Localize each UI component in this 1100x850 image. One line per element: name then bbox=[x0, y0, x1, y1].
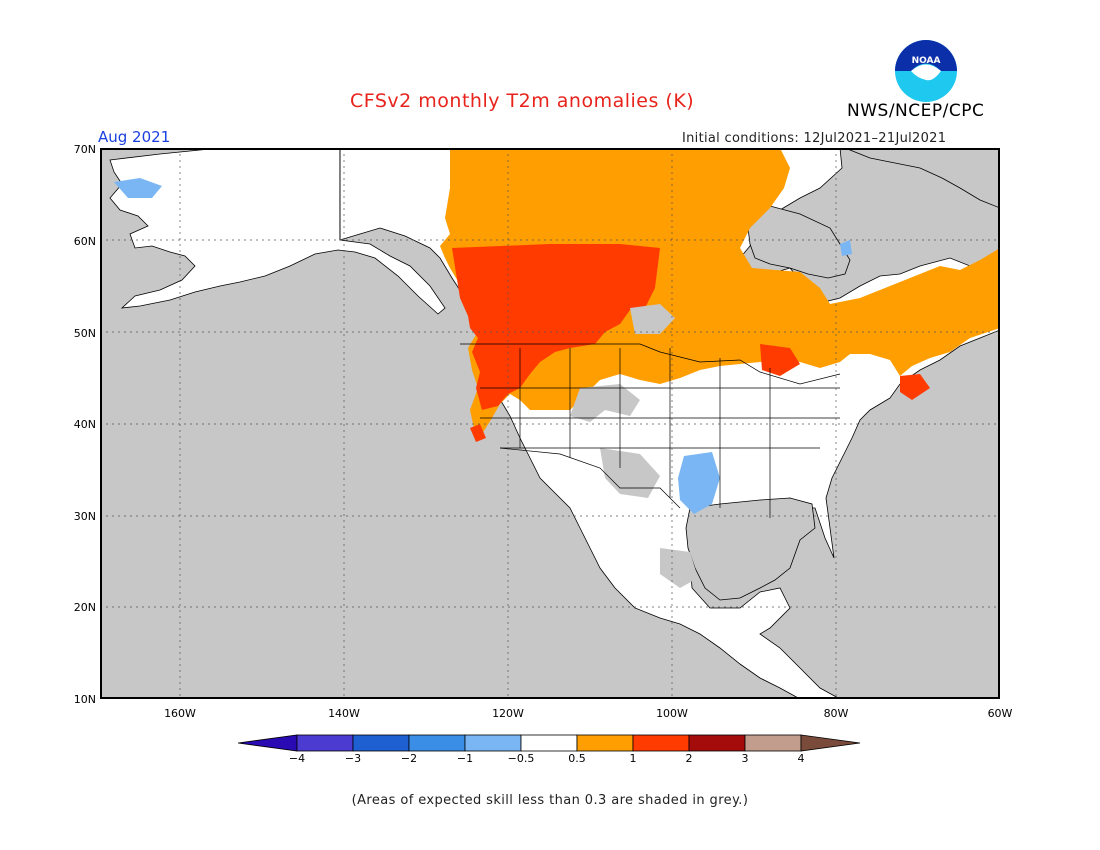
colorbar-label: 1 bbox=[629, 752, 637, 765]
lat-label-60n: 60N bbox=[73, 235, 96, 248]
cool-anomaly-alaska bbox=[114, 178, 162, 198]
noaa-logo: NOAA bbox=[893, 38, 959, 104]
colorbar-label: −0.5 bbox=[507, 752, 535, 765]
grey-skill-ontario bbox=[630, 304, 675, 334]
lat-label-70n: 70N bbox=[73, 143, 96, 156]
warm-anomaly-red-northeast bbox=[900, 374, 930, 400]
colorbar-label: −2 bbox=[400, 752, 418, 765]
colorbar-label: −3 bbox=[344, 752, 362, 765]
political-borders bbox=[339, 148, 841, 518]
forecast-month: Aug 2021 bbox=[98, 128, 171, 146]
lat-label-20n: 20N bbox=[73, 601, 96, 614]
colorbar-arrow-low bbox=[237, 734, 298, 752]
colorbar-segment bbox=[352, 734, 410, 752]
colorbar-label: −4 bbox=[288, 752, 306, 765]
warm-anomaly-orange-canada bbox=[440, 148, 1000, 438]
lon-label-60w: 60W bbox=[987, 707, 1013, 720]
agency-label: NWS/NCEP/CPC bbox=[847, 101, 985, 121]
map-title: CFSv2 monthly T2m anomalies (K) bbox=[350, 90, 695, 112]
colorbar-label: 3 bbox=[741, 752, 749, 765]
anomaly-map-svg bbox=[100, 147, 1001, 700]
lat-label-40n: 40N bbox=[73, 418, 96, 431]
graticule bbox=[100, 148, 1000, 699]
colorbar-segment bbox=[576, 734, 634, 752]
hudson-bay bbox=[739, 205, 851, 279]
grey-skill-southern-mexico bbox=[660, 548, 698, 588]
lon-label-80w: 80W bbox=[823, 707, 849, 720]
lon-label-140w: 140W bbox=[328, 707, 360, 720]
lat-label-10n: 10N bbox=[73, 693, 96, 706]
colorbar-segment bbox=[464, 734, 522, 752]
colorbar-segment bbox=[744, 734, 802, 752]
lat-label-30n: 30N bbox=[73, 510, 96, 523]
lon-label-160w: 160W bbox=[164, 707, 196, 720]
alaska-land bbox=[109, 147, 446, 315]
lat-label-50n: 50N bbox=[73, 327, 96, 340]
grey-skill-southwest bbox=[570, 384, 640, 422]
cool-anomaly-texas bbox=[678, 452, 720, 514]
initial-conditions: Initial conditions: 12Jul2021–21Jul2021 bbox=[682, 131, 947, 146]
colorbar-segment bbox=[520, 734, 578, 752]
colorbar-label: −1 bbox=[456, 752, 474, 765]
colorbar-svg bbox=[237, 734, 861, 752]
colorbar-label: 2 bbox=[685, 752, 693, 765]
lon-label-120w: 120W bbox=[492, 707, 524, 720]
lon-label-100w: 100W bbox=[656, 707, 688, 720]
map-frame bbox=[100, 148, 1000, 699]
warm-anomaly-red-california bbox=[470, 424, 486, 442]
colorbar-segment bbox=[688, 734, 746, 752]
colorbar-segment bbox=[296, 734, 354, 752]
grey-skill-mexico bbox=[600, 448, 660, 498]
colorbar-label: 0.5 bbox=[568, 752, 586, 765]
skill-note: (Areas of expected skill less than 0.3 a… bbox=[351, 793, 749, 808]
colorbar-segment bbox=[408, 734, 466, 752]
colorbar-arrow-high bbox=[800, 734, 861, 752]
colorbar-label: 4 bbox=[797, 752, 805, 765]
cool-anomaly-labrador bbox=[840, 240, 852, 256]
colorbar bbox=[237, 733, 862, 757]
colorbar-segment bbox=[632, 734, 690, 752]
svg-text:NOAA: NOAA bbox=[912, 56, 941, 66]
warm-anomaly-red-west bbox=[452, 244, 660, 410]
anomaly-map bbox=[100, 147, 1001, 703]
